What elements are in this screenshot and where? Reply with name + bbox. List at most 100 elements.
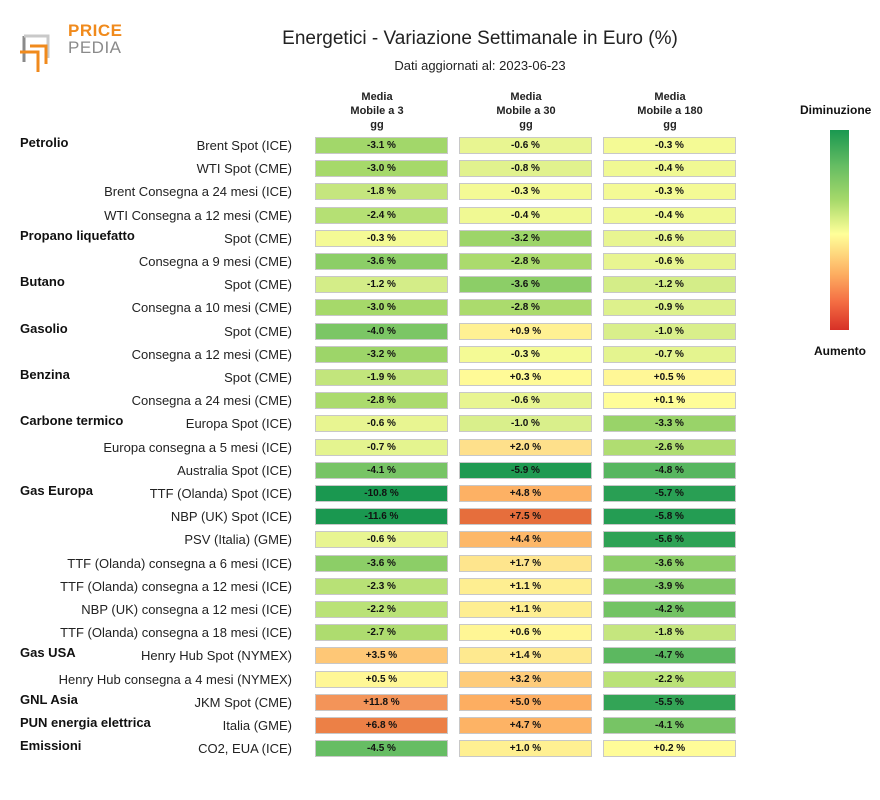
column-header-line: gg bbox=[663, 119, 677, 131]
heatmap-cell: +4.8 % bbox=[459, 485, 592, 502]
heatmap-cell: +0.6 % bbox=[459, 624, 592, 642]
group-label: Carbone termico bbox=[20, 413, 124, 429]
row-label: Spot (CME) bbox=[224, 230, 292, 246]
group-label: Butano bbox=[20, 274, 65, 290]
column-header-line: gg bbox=[519, 119, 533, 131]
heatmap-cell: -0.9 % bbox=[603, 299, 736, 317]
heatmap-cell: -0.4 % bbox=[603, 206, 736, 224]
heatmap-cell: -1.2 % bbox=[603, 276, 736, 294]
chart-title: Energetici - Variazione Settimanale in E… bbox=[282, 28, 678, 49]
row-label: TTF (Olanda) consegna a 6 mesi (ICE) bbox=[67, 555, 292, 571]
heatmap-cell: +1.4 % bbox=[459, 647, 592, 665]
heatmap-cell: -3.1 % bbox=[315, 137, 448, 154]
row-label: Spot (CME) bbox=[224, 370, 292, 385]
row-label: JKM Spot (CME) bbox=[194, 694, 292, 710]
heatmap-cell: -3.2 % bbox=[459, 229, 592, 247]
row-label: TTF (Olanda) Spot (ICE) bbox=[149, 486, 292, 501]
group-label: Gas USA bbox=[20, 645, 76, 661]
heatmap-cell: -5.9 % bbox=[459, 461, 592, 479]
column-header-line: Media bbox=[361, 91, 393, 103]
heatmap-cell: -2.8 % bbox=[459, 299, 592, 317]
heatmap-cell: -1.9 % bbox=[315, 369, 448, 386]
row-label: Henry Hub consegna a 4 mesi (NYMEX) bbox=[58, 671, 292, 687]
row-label: TTF (Olanda) consegna a 18 mesi (ICE) bbox=[60, 625, 292, 641]
heatmap-cell: -2.7 % bbox=[315, 624, 448, 642]
heatmap-cell: +4.4 % bbox=[459, 531, 592, 549]
heatmap-cell: +5.0 % bbox=[459, 693, 592, 711]
heatmap-cell: +0.5 % bbox=[603, 369, 736, 386]
heatmap-cell: -5.6 % bbox=[603, 531, 736, 549]
heatmap-cell: -5.8 % bbox=[603, 508, 736, 526]
heatmap-cell: -1.8 % bbox=[315, 183, 448, 201]
heatmap-cell: -0.3 % bbox=[603, 183, 736, 201]
legend-color-scale bbox=[830, 130, 849, 330]
heatmap-cell: -11.6 % bbox=[315, 508, 448, 526]
group-label: Gas Europa bbox=[20, 483, 93, 498]
heatmap-cell: +1.1 % bbox=[459, 601, 592, 618]
column-header-line: Mobile a 30 bbox=[496, 105, 556, 117]
heatmap-cell: -4.1 % bbox=[315, 461, 448, 479]
group-label: GNL Asia bbox=[20, 691, 78, 707]
heatmap-cell: +1.1 % bbox=[459, 577, 592, 595]
heatmap-cell: +0.1 % bbox=[603, 392, 736, 410]
column-header-3gg: Media Mobile a 3 gg bbox=[307, 90, 447, 132]
heatmap-cell: -0.6 % bbox=[459, 137, 592, 154]
heatmap-cell: +3.2 % bbox=[459, 670, 592, 688]
heatmap-cell: -0.3 % bbox=[459, 345, 592, 363]
row-label: TTF (Olanda) consegna a 12 mesi (ICE) bbox=[60, 578, 292, 594]
legend-label-decrease: Diminuzione bbox=[800, 103, 872, 117]
heatmap-cell: -4.7 % bbox=[603, 647, 736, 665]
group-label: Propano liquefatto bbox=[20, 227, 135, 243]
heatmap-cell: -4.2 % bbox=[603, 601, 736, 618]
column-header-line: Media bbox=[654, 91, 686, 103]
heatmap-cell: +7.5 % bbox=[459, 508, 592, 526]
pricepedia-logo-mark bbox=[20, 34, 50, 72]
heatmap-cell: -3.0 % bbox=[315, 160, 448, 178]
row-label: PSV (Italia) (GME) bbox=[184, 532, 292, 548]
column-header-30gg: Media Mobile a 30 gg bbox=[456, 90, 596, 132]
heatmap-cell: +0.3 % bbox=[459, 369, 592, 386]
column-header-line: Media bbox=[510, 91, 542, 103]
column-header-180gg: Media Mobile a 180 gg bbox=[600, 90, 740, 132]
row-label: NBP (UK) Spot (ICE) bbox=[170, 509, 292, 525]
heatmap-cell: +3.5 % bbox=[315, 647, 448, 665]
group-label: Emissioni bbox=[20, 738, 82, 754]
heatmap-cell: -3.6 % bbox=[459, 276, 592, 294]
row-label: Australia Spot (ICE) bbox=[177, 462, 292, 478]
pricepedia-logo: PRICE PEDIA bbox=[18, 22, 128, 74]
row-label: Consegna a 10 mesi (CME) bbox=[131, 300, 292, 316]
heatmap-cell: -0.3 % bbox=[315, 229, 448, 247]
heatmap-cell: -3.9 % bbox=[603, 577, 736, 595]
heatmap-cell: -4.0 % bbox=[315, 322, 448, 340]
heatmap-cell: +0.9 % bbox=[459, 322, 592, 340]
heatmap-cell: -0.4 % bbox=[459, 206, 592, 224]
heatmap-cell: -0.6 % bbox=[315, 531, 448, 549]
group-label: PUN energia elettrica bbox=[20, 715, 151, 730]
row-label: WTI Consegna a 12 mesi (CME) bbox=[104, 207, 292, 223]
group-label: Petrolio bbox=[20, 135, 69, 150]
group-label: Benzina bbox=[20, 367, 70, 382]
heatmap-cell: -2.2 % bbox=[315, 601, 448, 618]
heatmap-cell: -2.8 % bbox=[459, 253, 592, 270]
heatmap-cell: +0.2 % bbox=[603, 740, 736, 758]
column-header-line: Mobile a 3 bbox=[350, 105, 404, 117]
heatmap-cell: +1.0 % bbox=[459, 740, 592, 758]
heatmap-cell: -3.3 % bbox=[603, 415, 736, 433]
heatmap-cell: +2.0 % bbox=[459, 438, 592, 456]
heatmap-cell: -0.7 % bbox=[315, 438, 448, 456]
heatmap-cell: -1.0 % bbox=[603, 322, 736, 340]
heatmap-cell: -3.0 % bbox=[315, 299, 448, 317]
row-label: Consegna a 9 mesi (CME) bbox=[138, 254, 292, 269]
heatmap-cell: +11.8 % bbox=[315, 693, 448, 711]
chart-subtitle: Dati aggiornati al: 2023-06-23 bbox=[394, 58, 566, 73]
heatmap-cell: -3.6 % bbox=[315, 253, 448, 270]
column-header-line: gg bbox=[370, 119, 384, 131]
row-label: Spot (CME) bbox=[224, 277, 292, 293]
heatmap-cell: -2.3 % bbox=[315, 577, 448, 595]
heatmap-cell: -3.6 % bbox=[603, 554, 736, 572]
heatmap-cell: -3.2 % bbox=[315, 345, 448, 363]
heatmap-cell: -1.0 % bbox=[459, 415, 592, 433]
row-label: NBP (UK) consegna a 12 mesi (ICE) bbox=[81, 602, 292, 617]
column-header-line: Mobile a 180 bbox=[637, 105, 703, 117]
heatmap-cell: +4.7 % bbox=[459, 717, 592, 734]
